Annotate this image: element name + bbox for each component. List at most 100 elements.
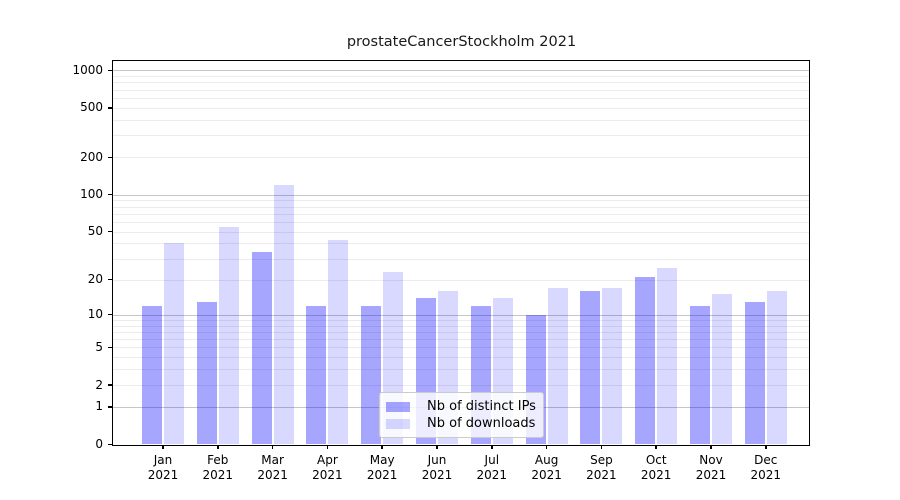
x-tick-mark (491, 444, 493, 449)
legend-label-distinct-ips: Nb of distinct IPs (427, 399, 536, 414)
x-tick-month: Apr (317, 452, 338, 467)
y-tick-label: 1000 (72, 62, 103, 77)
bar-distinct-ips-oct (635, 277, 656, 445)
x-tick-label: Oct 2021 (628, 453, 684, 484)
x-tick-month: Sep (590, 452, 613, 467)
y-tick-mark (107, 384, 112, 386)
x-tick-mark (217, 444, 219, 449)
chart-title: prostateCancerStockholm 2021 (346, 34, 577, 50)
bar-downloads-dec (766, 291, 787, 445)
minor-gridline (113, 221, 809, 223)
bar-distinct-ips-may (361, 305, 382, 445)
x-tick-year: 2021 (531, 468, 562, 482)
x-tick-label: Nov 2021 (683, 453, 739, 484)
bar-downloads-mar (273, 184, 294, 445)
x-tick-year: 2021 (586, 468, 617, 482)
bar-distinct-ips-dec (744, 301, 765, 445)
legend-item-downloads: Nb of downloads (386, 417, 537, 430)
y-tick-mark (107, 230, 112, 233)
x-tick-month: Dec (754, 452, 778, 467)
y-tick-label: 10 (87, 307, 103, 322)
bar-downloads-apr (328, 239, 349, 445)
x-tick-label: Sep 2021 (573, 453, 629, 484)
x-tick-year: 2021 (640, 468, 672, 482)
minor-gridline (113, 231, 809, 233)
bar-distinct-ips-apr (306, 305, 327, 445)
y-tick-label: 100 (80, 187, 103, 202)
bar-downloads-aug (547, 287, 568, 445)
y-tick-mark (107, 346, 112, 349)
y-tick-mark (107, 406, 112, 408)
minor-gridline (113, 347, 809, 349)
x-tick-year: 2021 (366, 468, 398, 482)
minor-gridline (113, 339, 809, 341)
x-tick-mark (436, 444, 438, 449)
x-tick-month: Feb (207, 452, 229, 467)
x-tick-mark (600, 444, 603, 449)
y-tick-mark (107, 156, 112, 159)
x-tick-mark (655, 444, 657, 449)
plot-area: 1000 500 200 100 50 20 10 5 2 1 0 Jan 2021 Feb 2021 Mar… (72, 59, 810, 482)
legend-swatch-downloads (386, 418, 410, 429)
x-tick-month: Jun (427, 452, 447, 467)
x-tick-year: 2021 (147, 468, 179, 482)
y-tick-label: 1 (95, 399, 103, 414)
minor-gridline (113, 82, 809, 84)
bar-distinct-ips-feb (196, 301, 217, 445)
bar-downloads-feb (218, 227, 239, 445)
bar-downloads-sep (602, 287, 623, 445)
bar-downloads-oct (657, 268, 678, 445)
x-tick-year: 2021 (750, 468, 782, 482)
x-tick-label: Jan 2021 (135, 453, 191, 484)
minor-gridline (113, 76, 809, 78)
y-tick-label: 50 (87, 224, 103, 239)
minor-gridline (113, 385, 809, 386)
minor-gridline (113, 369, 809, 371)
y-tick-mark (107, 107, 112, 109)
bar-distinct-ips-mar (251, 251, 272, 445)
x-tick-label: May 2021 (354, 453, 410, 484)
minor-gridline (113, 279, 809, 281)
y-tick-mark (107, 313, 112, 316)
x-tick-month: Aug (534, 452, 559, 467)
y-tick-label: 200 (80, 149, 103, 164)
y-tick-mark (107, 69, 112, 72)
y-tick-label: 0 (95, 437, 103, 451)
x-tick-label: Apr 2021 (299, 453, 355, 484)
x-tick-label: Jul 2021 (464, 453, 520, 484)
minor-gridline (113, 206, 809, 208)
x-tick-mark (765, 444, 767, 449)
minor-gridline (113, 135, 809, 137)
minor-gridline (113, 319, 809, 321)
y-tick-label: 2 (95, 377, 103, 392)
x-tick-month: Nov (699, 452, 723, 467)
x-tick-label: Aug 2021 (519, 453, 575, 484)
x-tick-mark (271, 444, 274, 449)
x-tick-label: Jun 2021 (409, 453, 465, 484)
minor-gridline (113, 119, 809, 121)
x-tick-month: Oct (645, 452, 667, 467)
x-tick-year: 2021 (695, 468, 727, 482)
minor-gridline (113, 243, 809, 245)
x-tick-month: Mar (261, 452, 284, 467)
minor-gridline (113, 157, 809, 159)
minor-gridline (113, 331, 809, 333)
x-tick-mark (162, 444, 164, 449)
y-tick-label: 20 (87, 272, 103, 287)
major-gridline (113, 314, 809, 316)
minor-gridline (113, 213, 809, 215)
x-tick-mark (710, 444, 712, 449)
x-tick-month: Jan (153, 452, 173, 467)
x-tick-month: Jul (484, 452, 500, 467)
y-tick-mark (107, 193, 112, 196)
minor-gridline (113, 325, 809, 327)
minor-gridline (113, 89, 809, 91)
legend-label-downloads: Nb of downloads (427, 416, 536, 431)
bar-distinct-ips-nov (690, 305, 710, 445)
bar-downloads-nov (712, 294, 732, 445)
minor-gridline (113, 258, 809, 260)
y-tick-label: 500 (80, 100, 103, 115)
x-tick-mark (326, 444, 329, 449)
bar-distinct-ips-sep (580, 291, 601, 445)
